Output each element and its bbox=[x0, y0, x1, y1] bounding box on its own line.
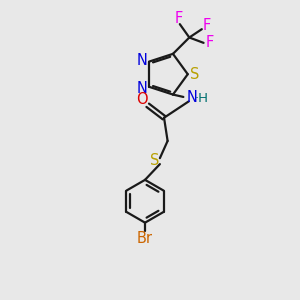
Text: N: N bbox=[137, 52, 148, 68]
Text: Br: Br bbox=[137, 231, 153, 246]
Text: S: S bbox=[190, 67, 199, 82]
Text: ·H: ·H bbox=[195, 92, 209, 105]
Text: N: N bbox=[137, 81, 148, 96]
Text: N: N bbox=[186, 90, 197, 105]
Text: F: F bbox=[206, 35, 214, 50]
Text: S: S bbox=[150, 153, 160, 168]
Text: F: F bbox=[203, 18, 211, 33]
Text: F: F bbox=[174, 11, 182, 26]
Text: O: O bbox=[136, 92, 148, 107]
